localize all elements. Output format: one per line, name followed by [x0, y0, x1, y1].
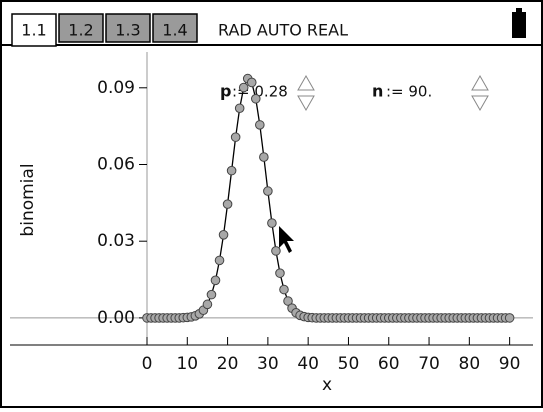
x-tick-label: 40	[297, 354, 319, 374]
y-tick-label: 0.03	[97, 231, 135, 251]
y-tick-label: 0.09	[97, 78, 135, 98]
point	[214, 255, 225, 266]
point	[504, 313, 515, 323]
point	[222, 199, 233, 209]
x-axis-label: x	[322, 375, 332, 395]
x-tick-label: 30	[257, 354, 279, 374]
point	[238, 82, 249, 93]
point	[246, 77, 257, 88]
status-text: RAD AUTO REAL	[218, 21, 348, 40]
point	[283, 296, 293, 306]
tab-label: 1.2	[68, 21, 93, 40]
x-tick-label: 80	[459, 354, 481, 374]
tab-label: 1.3	[115, 21, 140, 40]
x-tick-label: 10	[176, 354, 198, 374]
point	[275, 268, 285, 278]
point	[263, 186, 273, 196]
slider-value: := 90.	[386, 83, 432, 101]
x-tick-label: 50	[338, 354, 360, 374]
point	[226, 165, 237, 176]
y-tick-label: 0.06	[97, 154, 135, 174]
point	[255, 120, 265, 130]
tab[interactable]	[58, 13, 104, 43]
battery	[512, 12, 526, 38]
y-tick-label: 0.00	[97, 308, 135, 328]
point	[218, 230, 229, 240]
point	[230, 132, 241, 142]
point	[202, 299, 213, 310]
point	[234, 103, 245, 114]
point	[271, 246, 281, 256]
tab[interactable]	[11, 13, 57, 47]
point	[250, 93, 261, 104]
slider-name: p	[220, 82, 231, 101]
point	[206, 289, 217, 300]
point	[259, 152, 269, 162]
slider-name: n	[372, 82, 383, 101]
x-tick-label: 20	[217, 354, 239, 374]
tab-label: 1.1	[21, 21, 46, 40]
x-tick-label: 90	[499, 354, 521, 374]
x-tick-label: 0	[142, 354, 153, 374]
point	[210, 275, 221, 286]
point	[267, 218, 277, 228]
tab[interactable]	[105, 13, 151, 43]
slider-arrows[interactable]	[297, 74, 315, 112]
y-axis-label: binomial	[18, 163, 38, 236]
tab[interactable]	[152, 13, 198, 43]
cursor	[279, 226, 294, 253]
tab-label: 1.4	[162, 21, 187, 40]
point	[279, 284, 289, 295]
x-tick-label: 70	[418, 354, 440, 374]
x-tick-label: 60	[378, 354, 400, 374]
battery-tip	[516, 8, 522, 13]
slider-arrows[interactable]	[471, 74, 489, 112]
